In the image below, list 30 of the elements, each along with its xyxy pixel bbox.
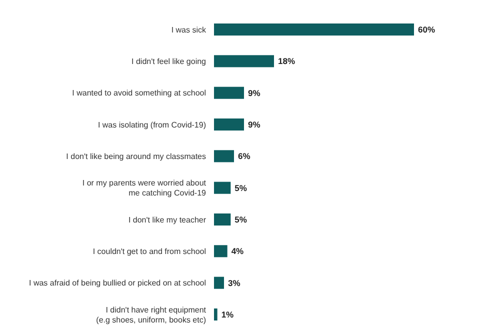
bar	[214, 55, 274, 68]
data-label: 18%	[278, 56, 296, 66]
y-tick-label: I didn't have right equipment (e.g shoes, uniform, books etc)	[96, 305, 207, 324]
y-tick-label: I wanted to avoid something at school	[72, 88, 206, 98]
y-tick-label: I didn't feel like going	[132, 56, 206, 66]
bar	[214, 213, 231, 226]
bar	[214, 276, 224, 289]
data-label: 60%	[418, 24, 436, 34]
data-label: 9%	[248, 119, 261, 130]
y-tick-label: I don't like being around my classmates	[66, 152, 206, 161]
data-label: 1%	[221, 309, 234, 320]
y-tick-label: I couldn't get to and from school	[92, 246, 206, 256]
y-tick-label: I don't like my teacher	[128, 215, 206, 224]
data-label: 9%	[248, 88, 261, 98]
y-tick-label: I or my parents were worried about me catching Covid-19	[82, 178, 207, 198]
bar	[214, 150, 234, 162]
data-label: 5%	[234, 182, 248, 193]
data-label: 6%	[238, 151, 251, 162]
bar	[214, 86, 244, 99]
data-label: 5%	[234, 214, 248, 224]
bar	[214, 182, 231, 194]
data-label: 3%	[228, 278, 241, 288]
y-tick-label: I was sick	[171, 25, 207, 34]
bar	[214, 308, 218, 320]
data-label: 4%	[231, 246, 244, 256]
bar	[214, 245, 228, 258]
y-tick-label: I was isolating (from Covid-19)	[98, 120, 206, 130]
bar	[214, 118, 244, 131]
bar	[214, 24, 414, 36]
y-tick-label: I was afraid of being bullied or picked on at school	[29, 278, 206, 288]
